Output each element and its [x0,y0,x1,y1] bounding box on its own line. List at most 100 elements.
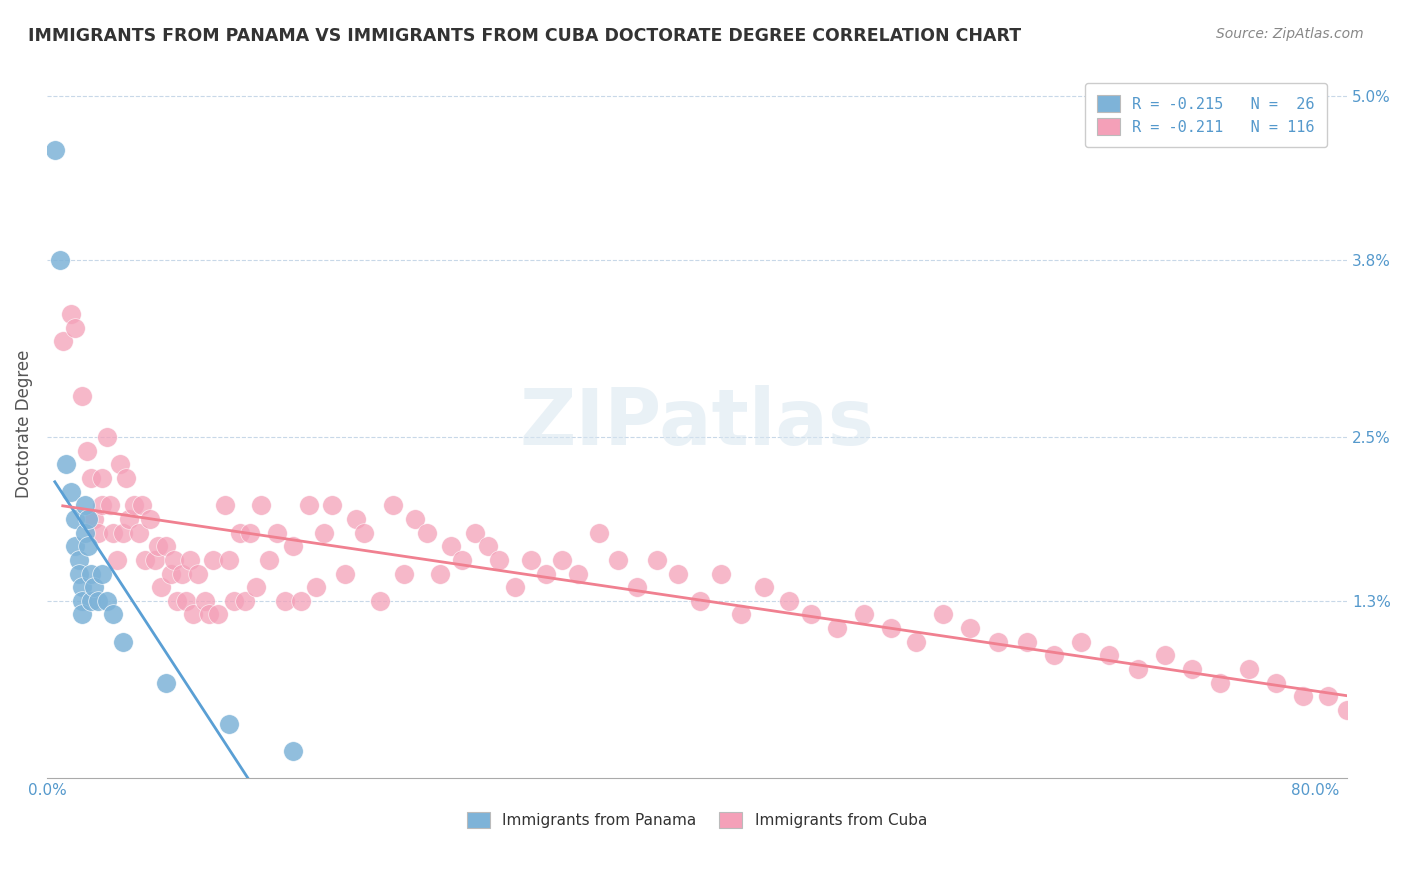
Point [122,498,145,512]
Point [105,553,128,567]
Point [1384,690,1406,704]
Point [778,594,800,608]
Point [959,621,981,635]
Point [159,566,181,581]
Point [477,539,499,553]
Point [1336,703,1358,717]
Point [166,594,188,608]
Point [567,566,589,581]
Point [314,525,336,540]
Text: Source: ZipAtlas.com: Source: ZipAtlas.com [1216,27,1364,41]
Point [70,580,93,594]
Point [381,498,404,512]
Point [77,539,100,553]
Point [150,580,173,594]
Point [647,553,669,567]
Point [606,553,628,567]
Point [70,607,93,622]
Point [904,634,927,648]
Point [65,321,87,335]
Point [281,744,304,758]
Point [65,512,87,526]
Point [96,594,118,608]
Point [1015,634,1038,648]
Point [1126,662,1149,676]
Point [1098,648,1121,663]
Point [80,471,103,485]
Point [146,539,169,553]
Point [1368,703,1391,717]
Point [1237,662,1260,676]
Point [451,553,474,567]
Point [108,458,131,472]
Point [111,525,134,540]
Point [257,553,280,567]
Point [86,525,108,540]
Point [76,443,98,458]
Point [55,458,77,472]
Point [536,566,558,581]
Point [118,512,141,526]
Point [1043,648,1066,663]
Point [91,566,114,581]
Point [86,594,108,608]
Point [44,144,66,158]
Point [103,525,125,540]
Point [218,716,240,731]
Point [429,566,451,581]
Point [233,594,256,608]
Point [59,484,82,499]
Point [404,512,426,526]
Point [344,512,367,526]
Point [83,580,105,594]
Point [488,553,510,567]
Point [1396,703,1406,717]
Point [222,594,245,608]
Point [48,252,70,267]
Legend: Immigrants from Panama, Immigrants from Cuba: Immigrants from Panama, Immigrants from … [461,805,934,834]
Point [353,525,375,540]
Point [67,553,90,567]
Point [274,594,297,608]
Point [65,539,87,553]
Point [139,512,162,526]
Point [250,498,273,512]
Point [440,539,463,553]
Point [67,566,90,581]
Point [134,553,156,567]
Point [416,525,439,540]
Point [218,553,240,567]
Point [170,566,193,581]
Point [368,594,391,608]
Point [202,553,225,567]
Point [245,580,267,594]
Point [73,525,96,540]
Point [752,580,775,594]
Point [70,594,93,608]
Point [239,525,262,540]
Point [710,566,733,581]
Point [103,607,125,622]
Point [464,525,486,540]
Point [551,553,574,567]
Point [91,471,114,485]
Point [666,566,689,581]
Point [305,580,328,594]
Point [91,498,114,512]
Point [266,525,288,540]
Point [214,498,236,512]
Point [800,607,823,622]
Point [194,594,217,608]
Point [879,621,901,635]
Point [626,580,648,594]
Point [80,594,103,608]
Point [1292,690,1315,704]
Point [333,566,356,581]
Point [987,634,1010,648]
Point [1209,675,1232,690]
Point [52,334,75,349]
Point [852,607,875,622]
Point [503,580,526,594]
Point [321,498,343,512]
Point [290,594,312,608]
